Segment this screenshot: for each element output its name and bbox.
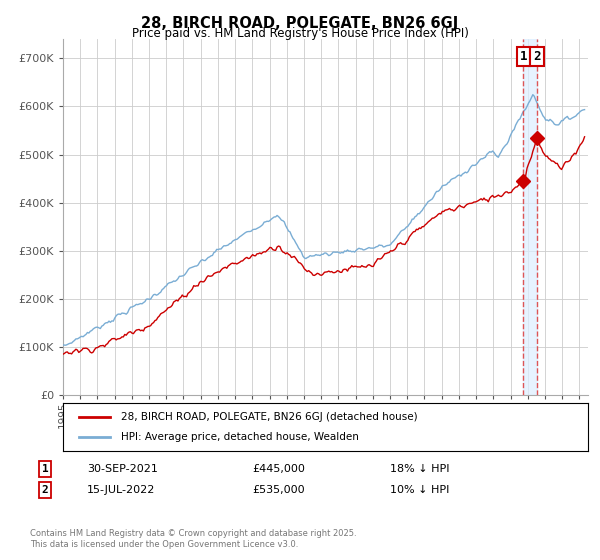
Text: 28, BIRCH ROAD, POLEGATE, BN26 6GJ: 28, BIRCH ROAD, POLEGATE, BN26 6GJ xyxy=(142,16,458,31)
Text: HPI: Average price, detached house, Wealden: HPI: Average price, detached house, Weal… xyxy=(121,432,359,442)
Text: 30-SEP-2021: 30-SEP-2021 xyxy=(87,464,158,474)
Text: 2: 2 xyxy=(533,50,541,63)
Text: 10% ↓ HPI: 10% ↓ HPI xyxy=(390,485,449,495)
Text: Price paid vs. HM Land Registry's House Price Index (HPI): Price paid vs. HM Land Registry's House … xyxy=(131,27,469,40)
Text: £535,000: £535,000 xyxy=(252,485,305,495)
Text: 1: 1 xyxy=(41,464,49,474)
Text: £445,000: £445,000 xyxy=(252,464,305,474)
Text: 2: 2 xyxy=(41,485,49,495)
Text: 28, BIRCH ROAD, POLEGATE, BN26 6GJ (detached house): 28, BIRCH ROAD, POLEGATE, BN26 6GJ (deta… xyxy=(121,412,418,422)
Text: 18% ↓ HPI: 18% ↓ HPI xyxy=(390,464,449,474)
Text: Contains HM Land Registry data © Crown copyright and database right 2025.
This d: Contains HM Land Registry data © Crown c… xyxy=(30,529,356,549)
Text: 15-JUL-2022: 15-JUL-2022 xyxy=(87,485,155,495)
Bar xyxy=(523,39,537,395)
Text: 1: 1 xyxy=(520,50,527,63)
